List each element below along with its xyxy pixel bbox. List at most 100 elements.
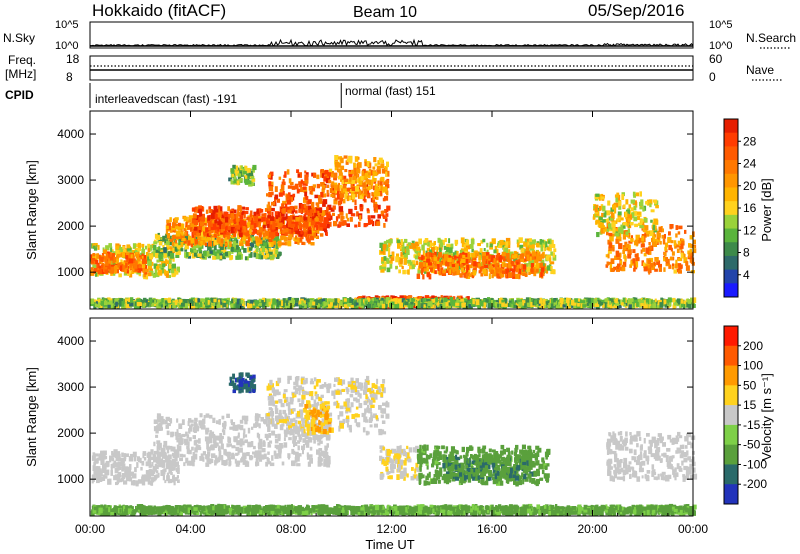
echo-cell [333,302,338,306]
echo-cell [168,297,172,304]
echo-cell [672,297,676,303]
echo-cell [297,174,300,178]
echo-cell [205,232,208,237]
echo-cell [477,263,482,267]
echo-cell [231,298,234,303]
echo-cell [258,226,263,233]
echo-cell [269,224,273,229]
echo-cell [666,299,669,303]
echo-cell [282,224,286,229]
echo-cell [202,251,207,256]
echo-cell [233,209,237,214]
echo-cell [167,274,171,278]
echo-cell [688,302,692,309]
echo-cell [218,250,223,254]
echo-cell [351,194,356,200]
echo-cell [643,304,648,309]
echo-cell [409,264,414,270]
echo-cell [538,302,541,306]
freq-tick-bottom: 8 [66,70,73,84]
echo-cell [338,221,343,225]
echo-cell [614,299,618,303]
echo-cell [270,201,276,206]
echo-cell [479,248,483,253]
echo-cell [323,170,326,175]
echo-cell [454,250,458,255]
echo-cell [664,303,668,308]
echo-cell [339,185,343,189]
echo-cell [505,274,509,279]
echo-cell [370,170,373,176]
echo-cell [278,176,282,180]
echo-cell [434,251,437,257]
echo-cell [385,184,390,189]
echo-cell [490,269,495,274]
echo-cell [501,251,506,257]
echo-cell [406,298,411,303]
echo-cell [115,245,119,250]
echo-cell [390,304,395,309]
echo-cell [343,155,348,159]
echo-cell [214,213,218,220]
echo-cell [239,303,244,308]
echo-cell [184,243,189,250]
echo-cell [351,191,355,196]
echo-cell [127,261,131,265]
echo-cell [285,193,288,197]
echo-cell [368,297,371,302]
echo-cell [224,214,227,219]
echo-cell [270,181,274,187]
echo-cell [126,303,131,309]
echo-cell [450,298,453,305]
echo-cell [237,233,240,239]
echo-cell [253,302,256,306]
echo-cell [175,249,179,255]
echo-cell [243,235,246,241]
echo-cell [287,303,290,308]
echo-cell [155,249,160,255]
echo-cell [153,250,157,257]
echo-cell [225,225,228,231]
echo-cell [368,179,372,186]
echo-cell [354,224,358,228]
echo-cell [103,249,108,255]
echo-cell [124,269,127,274]
echo-cell [288,234,293,240]
echo-cell [205,209,209,214]
echo-cell [499,239,504,246]
echo-cell [147,260,152,266]
echo-cell [233,237,238,244]
echo-cell [553,248,557,253]
echo-cell [567,301,570,307]
echo-cell [275,234,280,240]
echo-cell [252,236,255,241]
echo-cell [138,265,142,269]
echo-cell [264,246,268,250]
echo-cell [515,302,520,308]
echo-cell [132,255,135,259]
echo-cell [143,255,146,259]
echo-cell [158,269,163,276]
echo-cell [552,252,555,258]
echo-cell [317,194,321,201]
echo-cell [275,215,279,220]
echo-cell [630,303,634,310]
echo-cell [119,300,123,304]
nsearch-tick-top: 10^5 [709,19,733,31]
echo-cell [380,269,385,273]
echo-cell [454,265,459,272]
echo-cell [121,251,126,258]
echo-cell [262,232,266,238]
echo-cell [530,267,534,273]
echo-cell [388,242,391,248]
echo-cell [465,245,470,250]
echo-cell [516,299,521,304]
echo-cell [168,259,172,264]
echo-cell [233,219,237,224]
echo-cell [238,254,242,260]
echo-cell [461,269,464,275]
echo-cell [363,193,368,197]
echo-cell [339,195,344,202]
echo-cell [262,221,267,226]
echo-cell [258,239,263,245]
